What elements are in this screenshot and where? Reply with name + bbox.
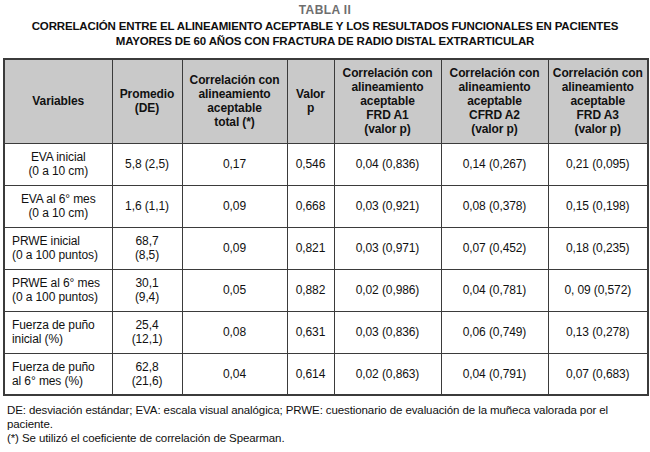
document-page: TABLA II CORRELACIÓN ENTRE EL ALINEAMIEN… xyxy=(0,0,650,452)
table-row-eva-inicial: EVA inicial (0 a 10 cm) 5,8 (2,5) 0,17 0… xyxy=(4,143,648,185)
cell-correlacion-total: 0,09 xyxy=(182,227,287,269)
cell-promedio: 1,6 (1,1) xyxy=(112,185,182,227)
header-cell-frd-a3: Correlación con alineamiento aceptable F… xyxy=(548,59,648,143)
footnotes: DE: desviación estándar; EVA: escala vis… xyxy=(7,403,622,445)
cell-cfrd-a2: 0,14 (0,267) xyxy=(441,143,548,185)
cell-correlacion-total: 0,17 xyxy=(182,143,287,185)
cell-frd-a3: 0,21 (0,095) xyxy=(548,143,648,185)
table-title-line-1: CORRELACIÓN ENTRE EL ALINEAMIENTO ACEPTA… xyxy=(0,19,650,34)
cell-cfrd-a2: 0,04 (0,781) xyxy=(441,269,548,311)
cell-cfrd-a2: 0,04 (0,791) xyxy=(441,353,548,395)
cell-frd-a1: 0,03 (0,921) xyxy=(334,185,441,227)
cell-variable: Fuerza de puño inicial (%) xyxy=(4,311,112,353)
cell-frd-a3: 0,18 (0,235) xyxy=(548,227,648,269)
header-cell-correlacion-total: Correlación con alineamiento aceptable t… xyxy=(182,59,287,143)
header-cell-promedio-de: Promedio (DE) xyxy=(112,59,182,143)
cell-correlacion-total: 0,05 xyxy=(182,269,287,311)
cell-variable: EVA al 6° mes (0 a 10 cm) xyxy=(4,185,112,227)
footnote-abbreviations: DE: desviación estándar; EVA: escala vis… xyxy=(7,403,622,431)
cell-frd-a1: 0,04 (0,836) xyxy=(334,143,441,185)
cell-correlacion-total: 0,08 xyxy=(182,311,287,353)
table-number-label: TABLA II xyxy=(0,3,650,17)
table-row-prwe-6-mes: PRWE al 6° mes (0 a 100 puntos) 30,1 (9,… xyxy=(4,269,648,311)
cell-promedio: 68,7 (8,5) xyxy=(112,227,182,269)
cell-promedio: 25,4 (12,1) xyxy=(112,311,182,353)
cell-correlacion-total: 0,04 xyxy=(182,353,287,395)
cell-frd-a3: 0,15 (0,198) xyxy=(548,185,648,227)
cell-frd-a3: 0,13 (0,278) xyxy=(548,311,648,353)
footnote-spearman: (*) Se utilizó el coeficiente de correla… xyxy=(7,431,622,445)
cell-cfrd-a2: 0,08 (0,378) xyxy=(441,185,548,227)
cell-frd-a1: 0,03 (0,971) xyxy=(334,227,441,269)
cell-promedio: 62,8 (21,6) xyxy=(112,353,182,395)
header-cell-valor-p: Valor p xyxy=(287,59,334,143)
cell-valor-p: 0,668 xyxy=(287,185,334,227)
cell-valor-p: 0,821 xyxy=(287,227,334,269)
header-cell-variables: Variables xyxy=(4,59,112,143)
table-row-prwe-inicial: PRWE inicial (0 a 100 puntos) 68,7 (8,5)… xyxy=(4,227,648,269)
cell-cfrd-a2: 0,06 (0,749) xyxy=(441,311,548,353)
cell-frd-a1: 0,03 (0,836) xyxy=(334,311,441,353)
cell-promedio: 30,1 (9,4) xyxy=(112,269,182,311)
cell-cfrd-a2: 0,07 (0,452) xyxy=(441,227,548,269)
table-row-eva-6-mes: EVA al 6° mes (0 a 10 cm) 1,6 (1,1) 0,09… xyxy=(4,185,648,227)
cell-valor-p: 0,631 xyxy=(287,311,334,353)
cell-frd-a3: 0, 09 (0,572) xyxy=(548,269,648,311)
table-title-block: TABLA II CORRELACIÓN ENTRE EL ALINEAMIEN… xyxy=(0,0,650,49)
cell-valor-p: 0,614 xyxy=(287,353,334,395)
cell-valor-p: 0,546 xyxy=(287,143,334,185)
correlation-table: Variables Promedio (DE) Correlación con … xyxy=(3,58,649,396)
header-cell-cfrd-a2: Correlación con alineamiento aceptable C… xyxy=(441,59,548,143)
table-title-line-2: MAYORES DE 60 AÑOS CON FRACTURA DE RADIO… xyxy=(0,34,650,49)
cell-variable: PRWE al 6° mes (0 a 100 puntos) xyxy=(4,269,112,311)
header-cell-frd-a1: Correlación con alineamiento aceptable F… xyxy=(334,59,441,143)
cell-promedio: 5,8 (2,5) xyxy=(112,143,182,185)
cell-variable: EVA inicial (0 a 10 cm) xyxy=(4,143,112,185)
cell-valor-p: 0,882 xyxy=(287,269,334,311)
table-row-fuerza-inicial: Fuerza de puño inicial (%) 25,4 (12,1) 0… xyxy=(4,311,648,353)
cell-correlacion-total: 0,09 xyxy=(182,185,287,227)
cell-variable: PRWE inicial (0 a 100 puntos) xyxy=(4,227,112,269)
cell-frd-a1: 0,02 (0,863) xyxy=(334,353,441,395)
cell-frd-a3: 0,07 (0,683) xyxy=(548,353,648,395)
cell-frd-a1: 0,02 (0,986) xyxy=(334,269,441,311)
header-row: Variables Promedio (DE) Correlación con … xyxy=(4,59,648,143)
table-row-fuerza-6-mes: Fuerza de puño al 6° mes (%) 62,8 (21,6)… xyxy=(4,353,648,395)
cell-variable: Fuerza de puño al 6° mes (%) xyxy=(4,353,112,395)
